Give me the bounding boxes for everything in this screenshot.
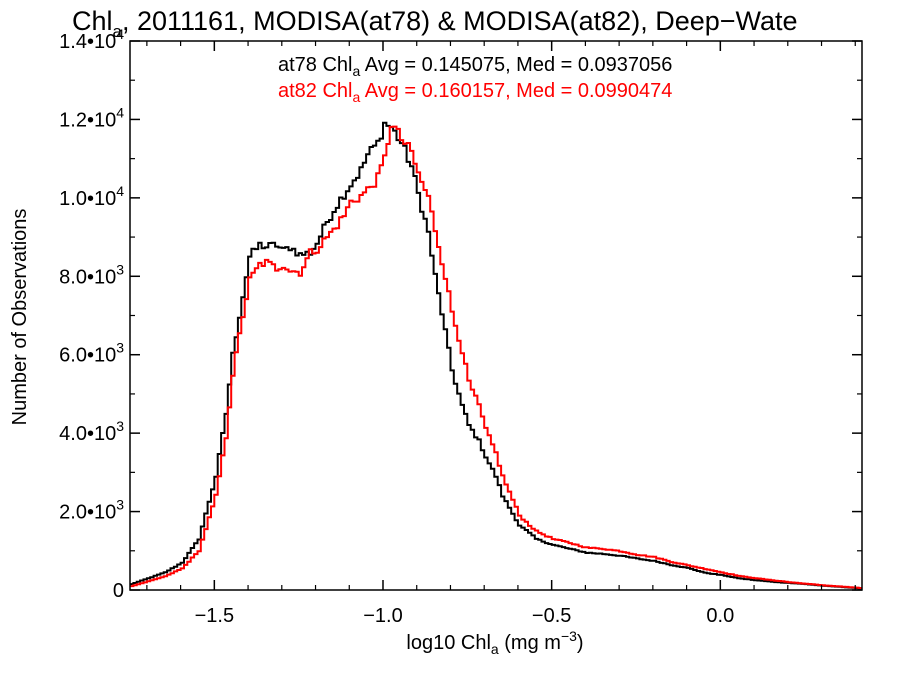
y-tick-label-exponent: 3 xyxy=(116,261,124,277)
series-line-2 xyxy=(130,125,862,589)
x-axis: −1.5 −1.0 −0.5 0.0 xyxy=(146,41,856,627)
series-line-1 xyxy=(130,121,862,590)
x-axis-title-units: (mg m xyxy=(499,632,561,654)
y-tick-label: 1.4•104 xyxy=(59,26,124,53)
y-tick-label-base: 1.4•10 xyxy=(59,31,116,53)
stats-annotation-prefix: at78 Chl xyxy=(278,54,353,76)
stats-annotation-prefix: at82 Chl xyxy=(278,80,353,102)
y-tick-label-exponent: 3 xyxy=(116,418,124,434)
y-tick-label-base: 2.0•10 xyxy=(59,502,116,524)
y-tick-label: 1.0•104 xyxy=(59,183,124,210)
y-tick-label: 6.0•103 xyxy=(59,340,124,367)
stats-annotation-2: at82 Chla Avg = 0.160157, Med = 0.099047… xyxy=(278,80,672,105)
y-tick-label-base: 0 xyxy=(113,580,124,602)
x-axis-title-prefix: log10 Chl xyxy=(406,632,491,654)
chart-title-rest: , 2011161, MODISA(at78) & MODISA(at82), … xyxy=(122,6,798,36)
series-layer xyxy=(130,121,862,590)
y-tick-label-base: 1.2•10 xyxy=(59,109,116,131)
stats-annotation-subscript: a xyxy=(353,63,361,79)
y-tick-label-exponent: 4 xyxy=(116,26,124,42)
x-axis-title-end: ) xyxy=(577,632,584,654)
y-tick-label-base: 8.0•10 xyxy=(59,266,116,288)
plot-frame xyxy=(129,40,863,591)
stats-annotation-subscript: a xyxy=(353,89,361,105)
y-axis-title: Number of Observations xyxy=(9,209,31,426)
y-tick-label: 8.0•103 xyxy=(59,261,124,288)
stats-annotation-values: Avg = 0.145075, Med = 0.0937056 xyxy=(360,54,672,76)
y-tick-label: 0 xyxy=(113,580,124,602)
stats-annotation-1: at78 Chla Avg = 0.145075, Med = 0.093705… xyxy=(278,54,672,79)
stats-annotations: at78 Chla Avg = 0.145075, Med = 0.093705… xyxy=(278,54,672,105)
x-tick-label: −1.5 xyxy=(195,605,234,627)
y-axis: 02.0•1034.0•1036.0•1038.0•1031.0•1041.2•… xyxy=(59,26,862,602)
x-axis-title: log10 Chla (mg m−3) xyxy=(406,628,583,657)
x-tick-label: −1.0 xyxy=(363,605,402,627)
y-tick-label: 4.0•103 xyxy=(59,418,124,445)
y-tick-label-base: 4.0•10 xyxy=(59,423,116,445)
x-tick-label: −0.5 xyxy=(532,605,571,627)
y-tick-label: 1.2•104 xyxy=(59,104,124,131)
x-axis-title-superscript: −3 xyxy=(561,628,577,644)
y-tick-label-base: 6.0•10 xyxy=(59,345,116,367)
x-axis-title-subscript: a xyxy=(491,641,499,657)
chart-title-prefix: Chl xyxy=(72,6,113,36)
x-tick-label: 0.0 xyxy=(706,605,734,627)
y-tick-label-exponent: 4 xyxy=(116,183,124,199)
y-tick-label-exponent: 3 xyxy=(116,340,124,356)
stats-annotation-values: Avg = 0.160157, Med = 0.0990474 xyxy=(360,80,672,102)
y-tick-label-base: 1.0•10 xyxy=(59,188,116,210)
chart-title-subscript: a xyxy=(113,22,123,41)
y-tick-label-exponent: 3 xyxy=(116,497,124,513)
plot-area xyxy=(129,40,863,591)
chart-title: Chla, 2011161, MODISA(at78) & MODISA(at8… xyxy=(72,6,798,41)
y-tick-label-exponent: 4 xyxy=(116,104,124,120)
y-tick-label: 2.0•103 xyxy=(59,497,124,524)
